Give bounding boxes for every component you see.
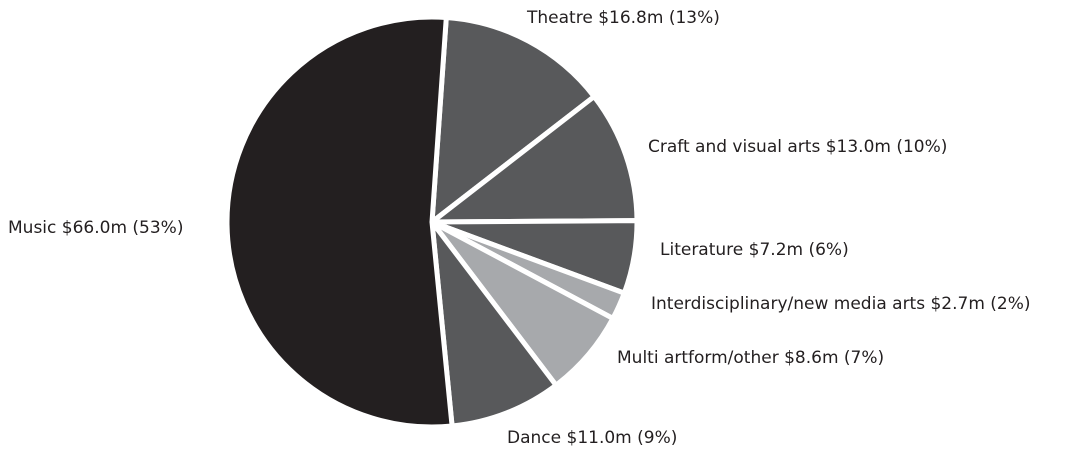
value-label: $7.2m (6%) [749,240,849,260]
pie-slice [224,14,455,430]
category-label: Music [8,218,56,238]
value-label: $11.0m (9%) [567,428,678,448]
category-label: Dance [507,428,561,448]
category-label: Theatre [526,8,593,28]
category-label: Literature [660,240,743,260]
slice-label: Literature $7.2m (6%) [660,240,849,260]
pie-slice [429,94,640,225]
slice-label: Craft and visual arts $13.0m (10%) [648,137,947,157]
slice-label: Theatre $16.8m (13%) [526,8,720,28]
category-label: Interdisciplinary/new media arts [651,294,925,314]
value-label: $13.0m (10%) [826,137,948,157]
slice-label: Music $66.0m (53%) [8,218,183,238]
value-label: $66.0m (53%) [62,218,184,238]
pie-slice [429,219,559,429]
category-label: Multi artform/other [617,348,779,368]
slice-label: Multi artform/other $8.6m (7%) [617,348,884,368]
slice-label: Interdisciplinary/new media arts $2.7m (… [651,294,1031,314]
slice-label: Dance $11.0m (9%) [507,428,677,448]
category-label: Craft and visual arts [648,137,820,157]
pie-slice [429,14,597,225]
value-label: $8.6m (7%) [784,348,884,368]
value-label: $16.8m (13%) [598,8,720,28]
value-label: $2.7m (2%) [930,294,1030,314]
